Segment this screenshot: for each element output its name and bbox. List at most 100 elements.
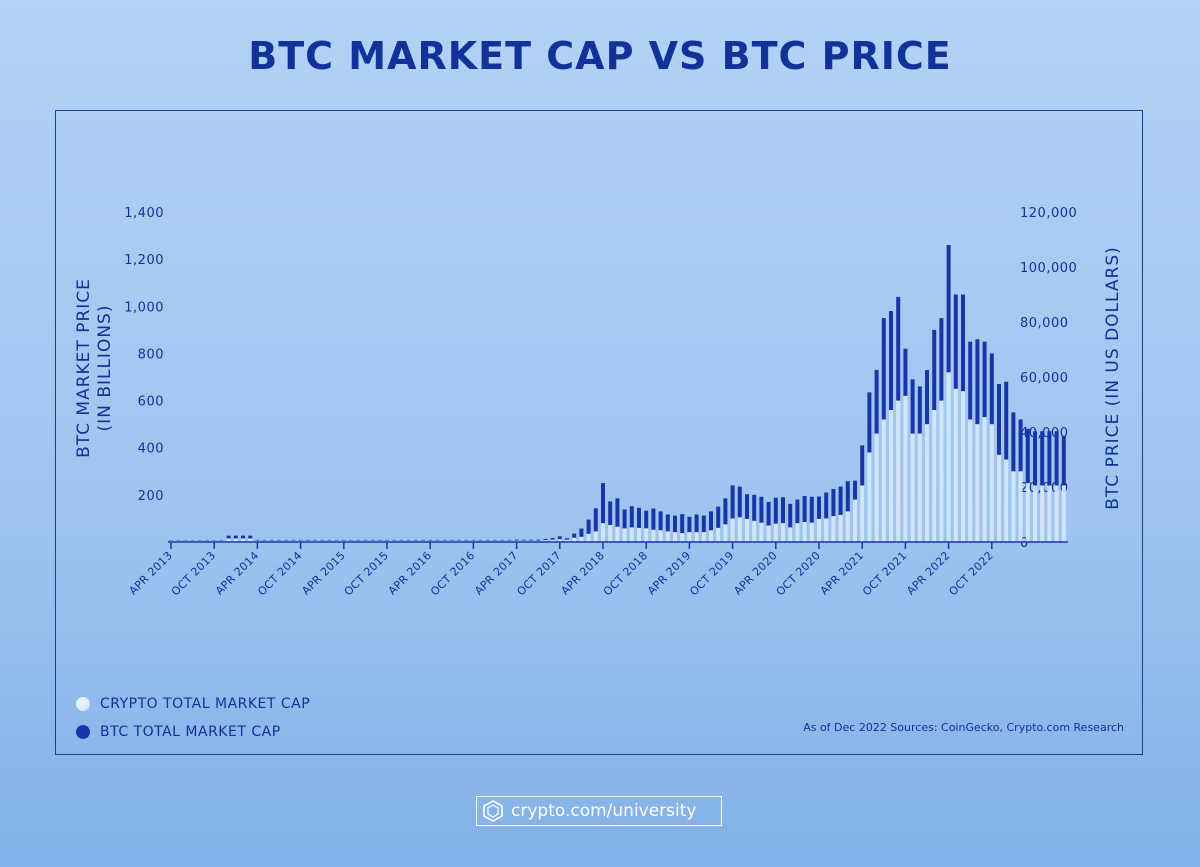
bar-btc-market-cap [651,508,656,530]
bar-btc-market-cap [1047,431,1052,486]
legend-item-btc: BTC TOTAL MARKET CAP [76,718,310,746]
bar-crypto-market-cap [925,424,929,542]
bar-crypto-market-cap [737,517,742,542]
bar-crypto-market-cap [989,424,994,542]
bar-btc-market-cap [975,339,980,425]
bar-btc-market-cap [615,498,620,527]
bar-btc-market-cap [572,533,577,538]
bar-btc-market-cap [968,341,973,420]
bar-btc-market-cap [1033,431,1037,486]
bar-crypto-market-cap [680,533,685,542]
bar-btc-market-cap [989,353,994,425]
bar-crypto-market-cap [896,400,901,542]
bar-btc-market-cap [824,492,829,519]
x-tick-label: OCT 2014 [255,549,304,598]
bar-crypto-market-cap [248,538,253,542]
bar-btc-market-cap [1018,419,1023,472]
bar-btc-market-cap [752,494,757,521]
bar-crypto-market-cap [579,536,584,542]
x-tick-label: APR 2019 [645,549,694,598]
bar-crypto-market-cap [809,522,814,542]
bar-btc-market-cap [845,481,850,512]
left-tick-label: 600 [138,395,164,410]
bar-btc-market-cap [896,296,901,401]
bar-crypto-market-cap [701,532,706,542]
bar-btc-market-cap [543,538,548,541]
left-tick-label: 200 [138,489,164,504]
bar-btc-market-cap [298,539,303,541]
left-tick-label: 1,000 [124,300,164,315]
bar-btc-market-cap [413,539,418,541]
bar-btc-market-cap [860,445,865,486]
bar-btc-market-cap [809,496,814,523]
bar-crypto-market-cap [752,520,757,542]
bar-btc-market-cap [831,488,836,517]
right-tick-label: 0 [1020,536,1029,551]
right-tick-label: 100,000 [1020,261,1077,276]
bar-btc-market-cap [449,539,454,541]
bar-btc-market-cap [320,539,325,541]
bar-crypto-market-cap [853,499,857,542]
bar-crypto-market-cap [1054,485,1059,542]
x-tick-label: OCT 2015 [342,549,391,598]
bar-btc-market-cap [629,506,634,528]
bar-btc-market-cap [471,539,476,541]
bar-btc-market-cap [291,539,296,541]
bar-btc-market-cap [313,539,317,541]
bar-crypto-market-cap [593,531,598,542]
bar-btc-market-cap [327,539,332,541]
bar-btc-market-cap [277,539,281,541]
bar-crypto-market-cap [910,433,915,542]
x-tick-label: APR 2020 [731,549,780,598]
left-tick-label: 1,200 [124,253,164,268]
bar-btc-market-cap [457,539,461,541]
chart-frame [55,110,1143,755]
bar-crypto-market-cap [903,395,908,542]
bar-btc-market-cap [536,539,541,541]
bar-crypto-market-cap [730,518,735,542]
bar-crypto-market-cap [586,533,591,542]
bar-btc-market-cap [428,539,433,541]
bar-crypto-market-cap [1025,483,1030,542]
bar-btc-market-cap [478,539,483,541]
bar-crypto-market-cap [687,532,692,542]
bar-crypto-market-cap [997,454,1001,542]
bar-crypto-market-cap [874,433,879,542]
bar-crypto-market-cap [745,518,749,542]
bar-crypto-market-cap [629,527,634,542]
bar-btc-market-cap [269,539,274,541]
bar-btc-market-cap [284,539,289,541]
right-tick-label: 120,000 [1020,206,1077,221]
bar-crypto-market-cap [1004,459,1009,542]
bar-crypto-market-cap [860,485,865,542]
bar-crypto-market-cap [665,531,670,542]
x-tick-label: APR 2016 [386,549,435,598]
bar-btc-market-cap [608,501,613,526]
bar-crypto-market-cap [644,528,649,542]
bar-crypto-market-cap [1040,485,1045,542]
bar-btc-market-cap [773,497,778,524]
x-tick-label: APR 2015 [299,549,348,598]
bar-crypto-market-cap [788,527,793,542]
bar-btc-market-cap [565,538,569,540]
bar-btc-market-cap [500,539,505,541]
x-tick-label: OCT 2020 [774,549,823,598]
bar-btc-market-cap [1040,431,1045,486]
bar-btc-market-cap [248,535,253,539]
x-tick-label: APR 2017 [472,549,521,598]
footer-link[interactable]: crypto.com/university [476,796,722,826]
bar-crypto-market-cap [1018,471,1023,542]
bar-btc-market-cap [795,499,800,524]
bar-btc-market-cap [701,515,706,533]
bar-btc-market-cap [665,514,670,532]
bar-btc-market-cap [507,539,512,541]
bar-crypto-market-cap [946,372,951,542]
bar-crypto-market-cap [637,527,641,542]
bar-btc-market-cap [745,494,749,519]
bar-btc-market-cap [730,485,735,519]
bar-btc-market-cap [464,539,469,541]
bar-crypto-market-cap [1033,485,1037,542]
bar-btc-market-cap [889,311,893,410]
bar-btc-market-cap [1004,381,1009,460]
bar-btc-market-cap [946,245,951,373]
